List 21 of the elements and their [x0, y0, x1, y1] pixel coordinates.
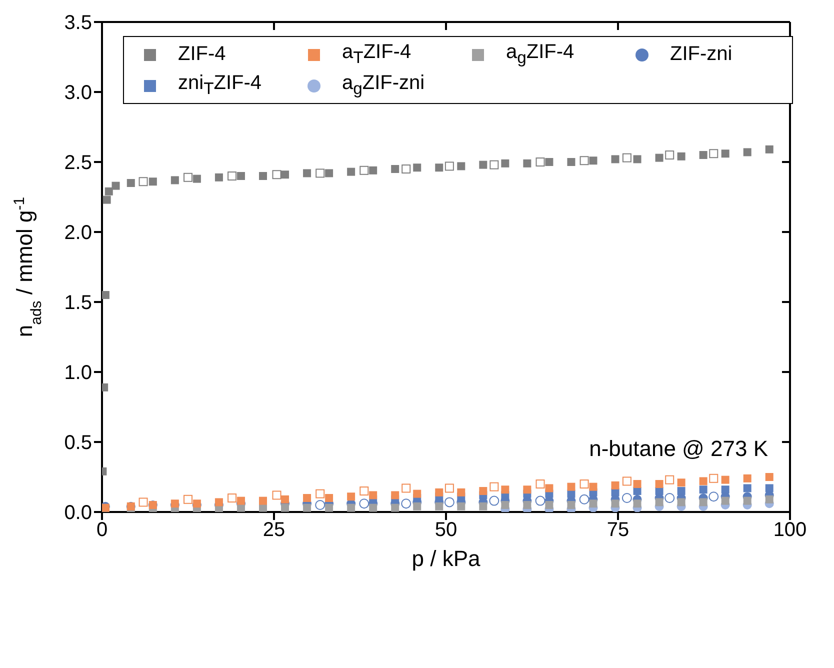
x-tick-label: 25 [262, 519, 286, 542]
legend-label: a$_{T}$ZIF-4 [342, 41, 412, 68]
x-tick-label: 75 [606, 519, 630, 542]
x-tick-label: 100 [773, 519, 807, 542]
y-tick-label: 2.0 [64, 222, 92, 244]
y-tick-label: 0.5 [64, 432, 92, 454]
y-tick-label: 2.5 [64, 152, 92, 174]
x-tick-label: 50 [434, 519, 458, 542]
y-tick-label: 1.5 [64, 292, 92, 314]
legend-label: a$_{g}$ZIF-4 [506, 41, 574, 68]
legend-label: a$_{g}$ZIF-zni [342, 72, 425, 99]
x-axis-title: p / kPa [412, 546, 482, 571]
y-tick-label: 1.0 [64, 362, 92, 384]
legend-label: ZIF-zni [670, 43, 732, 66]
annotation: n-butane @ 273 K [589, 436, 768, 462]
x-tick-label: 0 [96, 519, 108, 542]
y-tick-label: 3.5 [64, 12, 92, 34]
legend-label: zni$_{T}$ZIF-4 [178, 72, 262, 99]
y-tick-label: 0.0 [64, 502, 92, 524]
y-tick-label: 3.0 [64, 82, 92, 104]
legend-label: ZIF-4 [178, 43, 226, 66]
